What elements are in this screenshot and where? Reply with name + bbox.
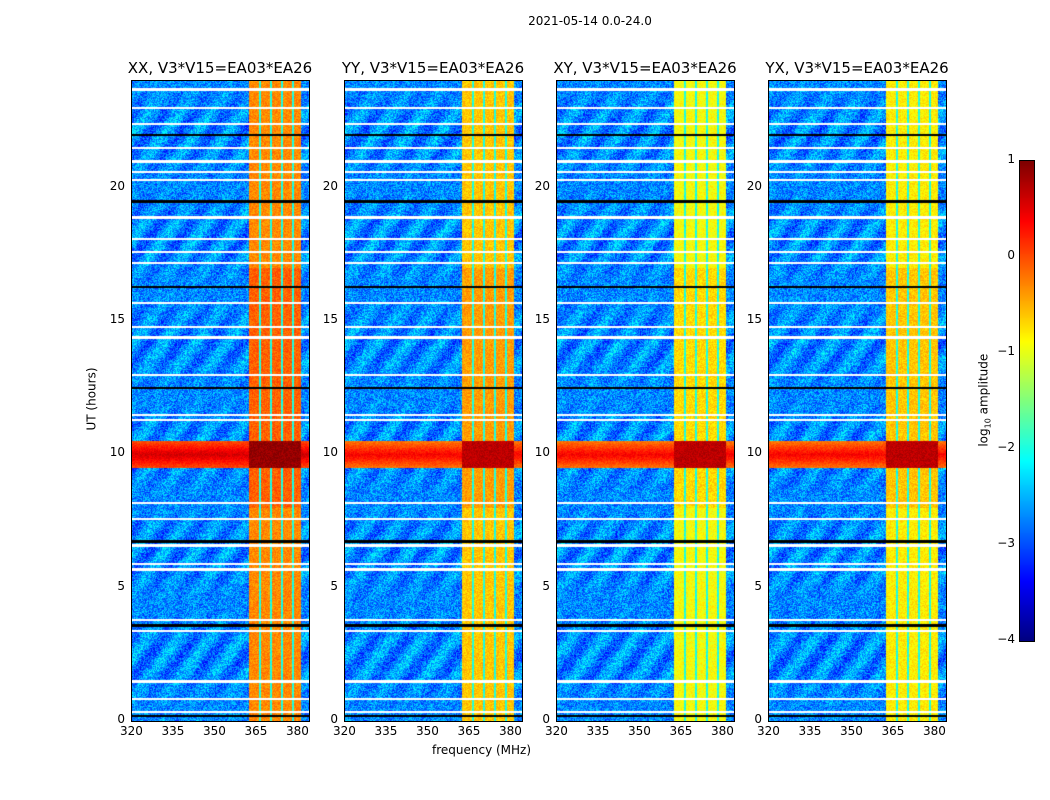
y-tick-label: 15 (322, 312, 338, 326)
colorbar-label: log10 amplitude (976, 353, 993, 447)
x-tick-label: 350 (627, 724, 651, 738)
x-tick-label: 365 (881, 724, 905, 738)
x-tick-label: 335 (161, 724, 185, 738)
spectrogram-image (132, 81, 309, 721)
spectrogram-image (769, 81, 946, 721)
y-tick-label: 0 (542, 712, 550, 726)
x-tick-label: 380 (710, 724, 734, 738)
y-tick-label: 10 (109, 445, 125, 460)
y-tick-label: 5 (330, 578, 338, 593)
x-tick-label: 380 (922, 724, 946, 738)
y-tick-label: 15 (109, 312, 125, 326)
panel-title: XX, V3*V15=EA03*EA26 (127, 59, 313, 77)
panel-title: YX, V3*V15=EA03*EA26 (765, 59, 949, 77)
spectrogram-panel (131, 80, 310, 722)
x-tick-label: 365 (457, 724, 481, 738)
spectrogram-panel (344, 80, 523, 722)
y-tick-label: 20 (322, 178, 338, 193)
colorbar-tick-label: −1 (997, 344, 1015, 358)
colorbar-tick-label: −3 (997, 536, 1015, 550)
spectrogram-panel (556, 80, 735, 722)
x-tick-label: 365 (244, 724, 268, 738)
panel-title: XY, V3*V15=EA03*EA26 (553, 59, 737, 77)
y-tick-label: 15 (534, 312, 550, 326)
x-tick-label: 320 (333, 724, 356, 738)
x-tick-label: 350 (415, 724, 439, 738)
colorbar-tick-label: −4 (997, 632, 1015, 646)
y-tick-label: 20 (746, 178, 762, 193)
y-tick-label: 0 (117, 712, 125, 726)
spectrogram-image (557, 81, 734, 721)
colorbar (1019, 160, 1035, 642)
panel-title: YY, V3*V15=EA03*EA26 (341, 59, 525, 77)
y-tick-label: 20 (534, 178, 550, 193)
y-tick-label: 10 (746, 445, 762, 460)
y-tick-label: 0 (754, 712, 762, 726)
x-tick-label: 380 (498, 724, 522, 738)
spectrogram-image (345, 81, 522, 721)
spectrogram-panel (768, 80, 947, 722)
y-tick-label: 15 (746, 312, 762, 326)
x-tick-label: 380 (285, 724, 309, 738)
x-tick-label: 335 (798, 724, 822, 738)
colorbar-tick-label: 1 (1007, 152, 1015, 166)
x-tick-label: 335 (374, 724, 398, 738)
y-tick-label: 10 (534, 445, 550, 460)
y-tick-label: 5 (542, 578, 550, 593)
x-tick-label: 320 (545, 724, 568, 738)
y-axis-label: UT (hours) (84, 367, 99, 431)
x-axis-label: frequency (MHz) (432, 743, 532, 757)
x-tick-label: 320 (120, 724, 143, 738)
colorbar-tick-label: 0 (1007, 248, 1015, 262)
y-tick-label: 0 (330, 712, 338, 726)
figure-title: 2021-05-14 0.0-24.0 (528, 14, 652, 28)
y-tick-label: 10 (322, 445, 338, 460)
x-tick-label: 350 (839, 724, 863, 738)
y-tick-label: 5 (117, 578, 125, 593)
colorbar-tick-label: −2 (997, 440, 1015, 454)
x-tick-label: 350 (202, 724, 226, 738)
y-tick-label: 20 (109, 178, 125, 193)
x-tick-label: 335 (586, 724, 610, 738)
y-tick-label: 5 (754, 578, 762, 593)
x-tick-label: 365 (669, 724, 693, 738)
x-tick-label: 320 (757, 724, 780, 738)
